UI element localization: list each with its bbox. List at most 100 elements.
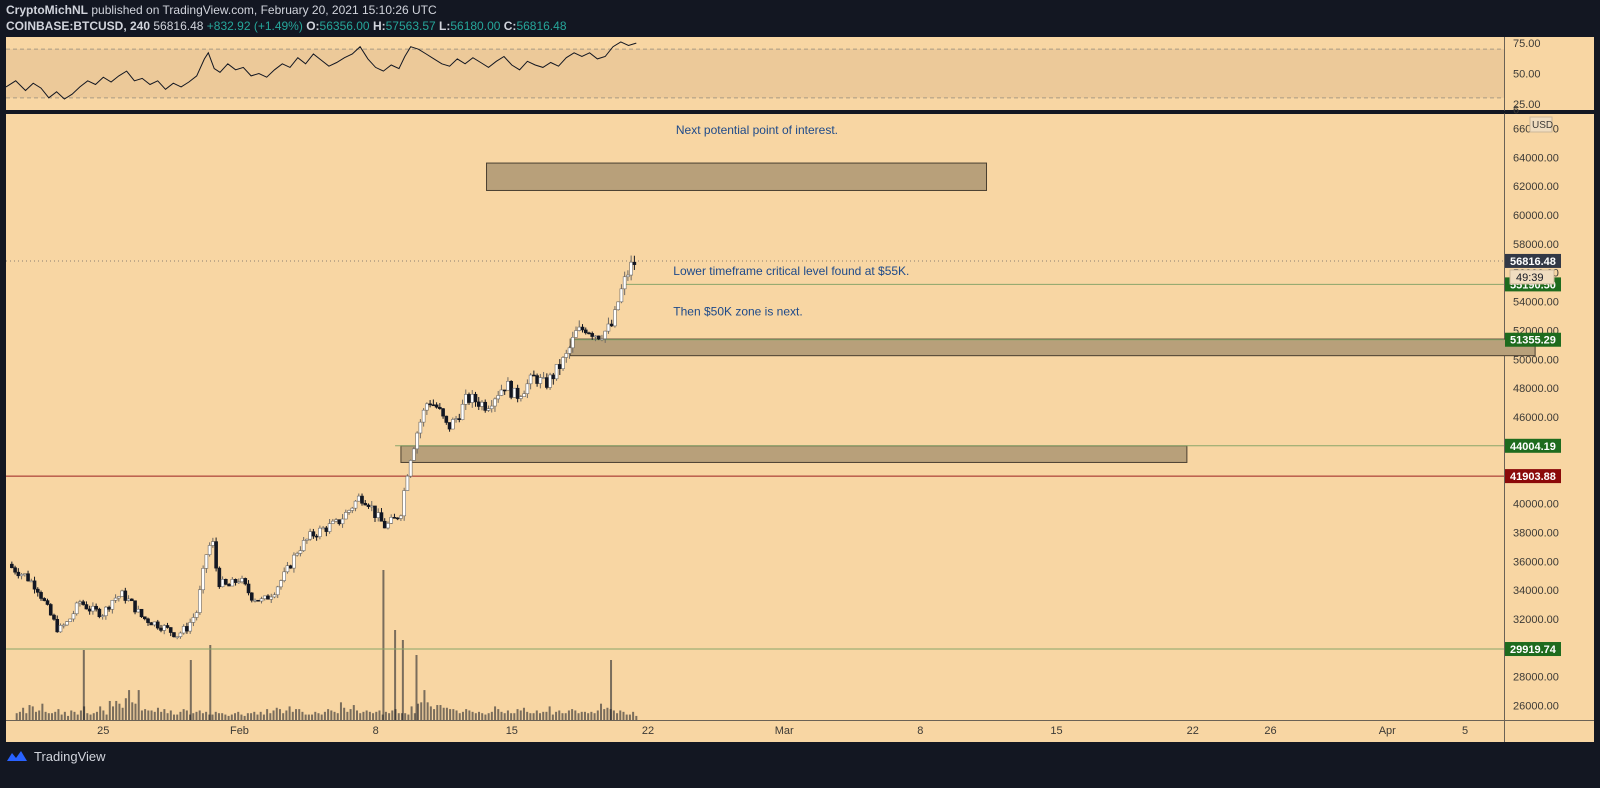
volume-bar [269, 713, 272, 720]
annotation-text: Next potential point of interest. [676, 123, 838, 137]
candle-down [42, 598, 47, 601]
volume-bar [237, 711, 240, 720]
open-value: 56356.00 [319, 19, 370, 33]
volume-bar [635, 715, 638, 720]
candle-down [379, 512, 384, 522]
candle-down [224, 579, 228, 585]
volume-bar [307, 714, 310, 720]
rsi-tick-label: 75.00 [1513, 38, 1541, 50]
volume-bar [79, 710, 82, 720]
volume-bar [169, 710, 172, 720]
volume-bar [253, 711, 256, 720]
time-tick-label: 22 [1187, 725, 1199, 737]
candle-down [337, 519, 342, 525]
candle-up [71, 613, 76, 620]
price-tick-label: 36000.00 [1513, 556, 1559, 568]
volume-bar [436, 705, 439, 720]
candle-down [185, 626, 189, 632]
candle-down [596, 335, 601, 340]
volume-bar [506, 710, 509, 720]
candle-up [506, 380, 510, 391]
candle-up [188, 622, 192, 632]
candle-down [535, 375, 539, 384]
volume-bar [474, 713, 477, 720]
candle-down [590, 333, 595, 337]
candle-up [619, 288, 624, 303]
candle-up [399, 515, 403, 519]
candle-up [181, 626, 186, 634]
volume-bar [18, 711, 21, 720]
volume-bar [551, 714, 554, 720]
volume-bar [413, 713, 416, 720]
candle-down [476, 401, 481, 407]
volume-bar [343, 707, 346, 720]
price-tick-label: 46000.00 [1513, 412, 1559, 424]
candle-down [35, 588, 40, 593]
volume-bar [214, 711, 217, 720]
candle-down [48, 604, 53, 616]
volume-bar [179, 711, 182, 720]
candle-up [353, 500, 358, 509]
candle-down [392, 517, 397, 519]
candle-up [402, 490, 406, 517]
candle-down [428, 403, 432, 406]
rsi-tick-label: 25.00 [1513, 99, 1541, 111]
volume-bar [38, 710, 41, 720]
rsi-tick-label: 50.00 [1513, 69, 1541, 81]
volume-bar [266, 709, 269, 720]
candle-down [243, 578, 248, 585]
candle-up [201, 568, 205, 591]
candle-up [344, 512, 348, 520]
volume-spike-bar [382, 570, 385, 720]
volume-bar [317, 713, 320, 720]
candle-down [457, 418, 462, 420]
candle-up [259, 598, 264, 602]
volume-bar [278, 709, 281, 720]
price-tick-label: 38000.00 [1513, 527, 1559, 539]
author-name[interactable]: CryptoMichNL [6, 3, 88, 17]
price-tick-label: 62000.00 [1513, 181, 1559, 193]
volume-bar [368, 711, 371, 720]
volume-bar [112, 706, 115, 720]
volume-bar [564, 713, 567, 720]
volume-bar [439, 705, 442, 720]
candle-down [434, 404, 439, 408]
volume-bar [548, 706, 551, 720]
candle-down [32, 580, 37, 590]
price-tick-label: 40000.00 [1513, 499, 1559, 511]
candle-up [622, 276, 627, 290]
candle-down [55, 618, 60, 633]
annotation-text: Then $50K zone is next. [673, 304, 802, 318]
candle-up [301, 540, 306, 551]
volume-spike-bar [82, 650, 85, 720]
candle-down [532, 374, 536, 377]
publish-info: published on TradingView.com, February 2… [91, 3, 437, 17]
candle-up [629, 261, 633, 276]
volume-bar [205, 711, 208, 720]
volume-bar [144, 709, 147, 720]
volume-bar [471, 711, 474, 720]
candle-up [285, 565, 290, 573]
candle-down [632, 261, 637, 265]
volume-bar [137, 690, 140, 720]
price-tick-label: 34000.00 [1513, 585, 1559, 597]
candle-up [460, 403, 465, 420]
volume-bar [468, 710, 471, 720]
candle-down [266, 595, 270, 600]
footer-brand-label: TradingView [34, 748, 106, 764]
footer-brand[interactable]: TradingView [6, 746, 106, 766]
volume-bar [461, 711, 464, 720]
price-tick-label: 58000.00 [1513, 239, 1559, 251]
volume-bar [131, 702, 134, 720]
candle-down [84, 604, 89, 610]
volume-bar [426, 702, 429, 720]
candle-down [149, 622, 154, 626]
high-value: 57563.57 [385, 19, 436, 33]
candle-up [19, 574, 24, 577]
volume-bar [176, 714, 179, 720]
price-tick-label: 64000.00 [1513, 152, 1559, 164]
volume-bar [70, 710, 73, 720]
volume-bar [603, 709, 606, 720]
volume-bar [487, 713, 490, 720]
